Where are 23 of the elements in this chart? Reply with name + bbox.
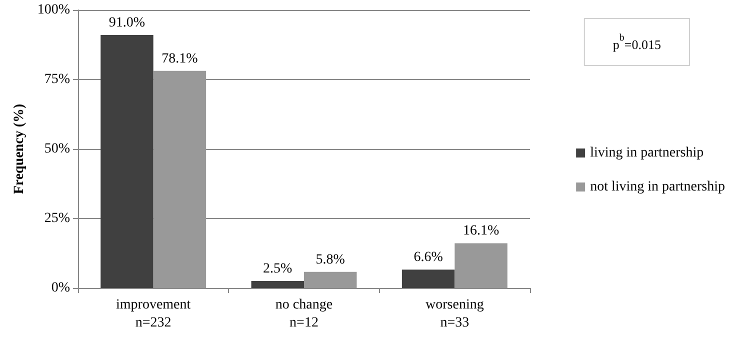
data-label: 6.6% [414, 250, 444, 266]
bar [251, 281, 304, 288]
data-label: 2.5% [263, 262, 293, 277]
y-tick-label: 100% [37, 2, 70, 18]
y-tick-label: 25% [44, 211, 70, 226]
bar [402, 270, 455, 288]
bar [454, 243, 508, 288]
x-tick-label: improvement n=232 [116, 298, 191, 330]
y-axis-title: Frequency (%) [12, 103, 27, 194]
bar [304, 272, 357, 288]
y-tick-label: 50% [44, 142, 70, 156]
y-tick-label: 0% [51, 280, 70, 296]
bar [153, 70, 206, 288]
data-label: 16.1% [462, 224, 500, 239]
data-label: 78.1% [162, 51, 198, 66]
data-label: 5.8% [316, 252, 346, 268]
x-tick-label: no change n=12 [275, 298, 333, 330]
y-tick-label: 75% [44, 72, 70, 87]
bar [100, 35, 154, 288]
legend-label: living in partnership [590, 146, 704, 160]
x-tick-label: worsening n=33 [426, 298, 484, 330]
data-label: 91.0% [108, 16, 146, 31]
legend-label: not living in partnership [590, 180, 726, 194]
